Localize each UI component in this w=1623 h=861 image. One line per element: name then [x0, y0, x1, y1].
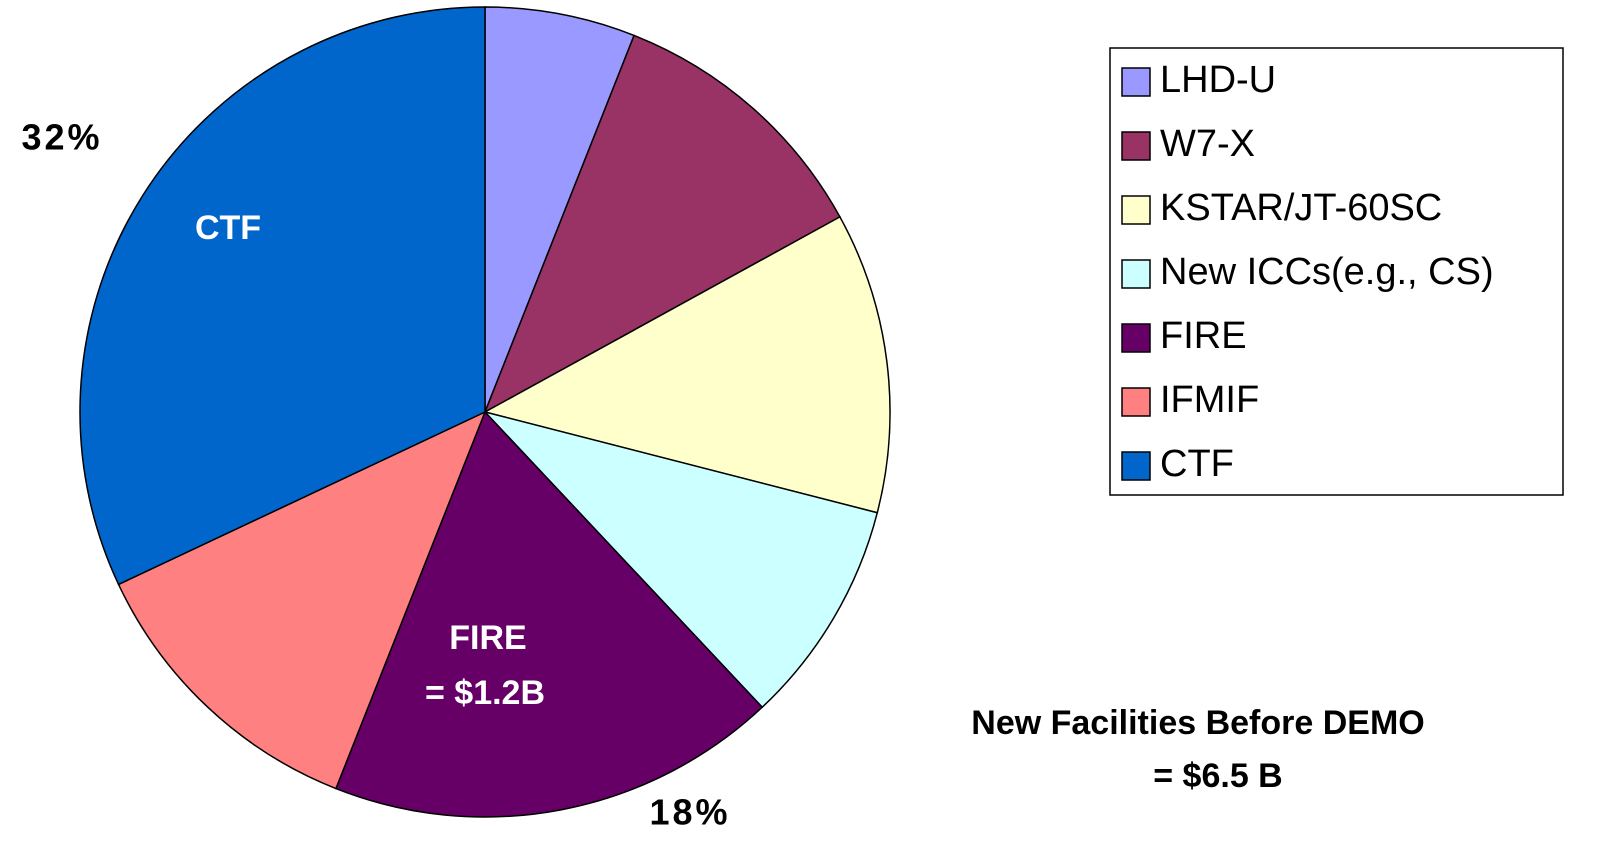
legend-label: LHD-U: [1160, 59, 1276, 101]
legend-label: W7-X: [1160, 123, 1255, 165]
legend-swatch: [1121, 131, 1151, 161]
legend-label: FIRE: [1160, 315, 1247, 357]
legend-swatch: [1121, 323, 1151, 353]
pie-slice: [79, 6, 486, 586]
annotation: = $1.2B: [425, 674, 545, 712]
pie-slice: [334, 410, 764, 818]
pie-slice: [484, 6, 636, 413]
legend-label: IFMIF: [1160, 379, 1259, 421]
legend-swatch: [1121, 451, 1151, 481]
legend-label: New ICCs(e.g., CS): [1160, 251, 1494, 293]
pie-slice: [483, 34, 841, 414]
pie-slice: [117, 410, 487, 790]
legend-box: [1109, 47, 1564, 496]
annotation: = $6.5 B: [1153, 757, 1282, 795]
pie-slice: [482, 215, 891, 514]
legend-label: KSTAR/JT-60SC: [1160, 187, 1442, 229]
annotation: FIRE: [449, 619, 526, 657]
annotation: CTF: [195, 209, 261, 247]
legend-swatch: [1121, 387, 1151, 417]
annotation: New Facilities Before DEMO: [971, 704, 1424, 742]
pie-slice: [482, 410, 879, 709]
value-label: 32%: [21, 117, 102, 158]
value-label: 18%: [649, 792, 730, 833]
legend-swatch: [1121, 67, 1151, 97]
legend-label: CTF: [1160, 443, 1234, 485]
legend-swatch: [1121, 259, 1151, 289]
legend-swatch: [1121, 195, 1151, 225]
